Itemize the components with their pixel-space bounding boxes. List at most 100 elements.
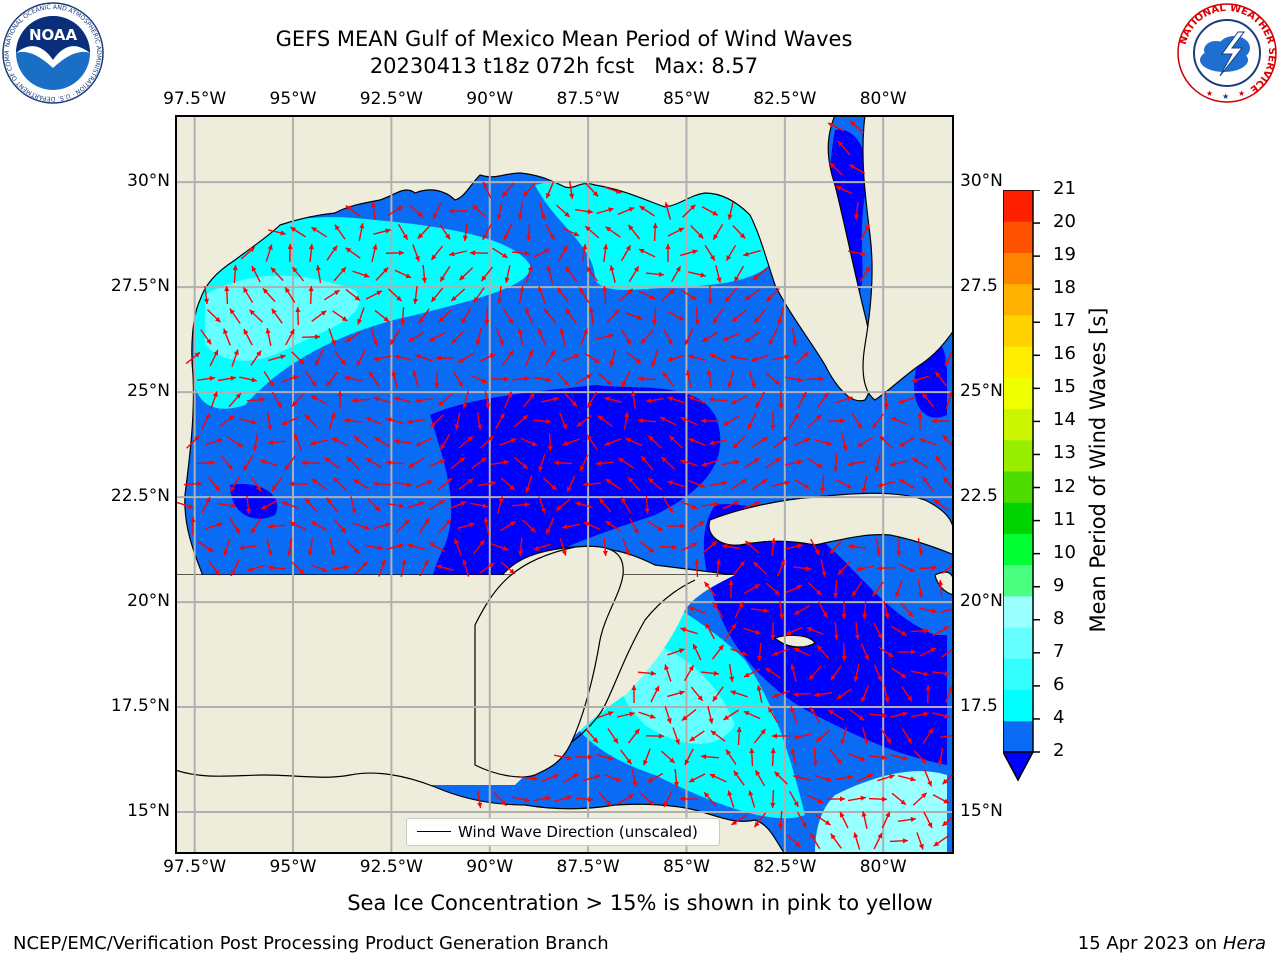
direction-arrow-head	[565, 308, 571, 315]
direction-arrow-head	[649, 294, 656, 299]
direction-arrow-head	[739, 560, 745, 567]
direction-arrow-head	[658, 733, 664, 739]
direction-arrow-head	[549, 234, 555, 240]
direction-arrow-head	[899, 479, 905, 485]
direction-arrow-head	[768, 707, 774, 713]
direction-arrow-head	[648, 478, 654, 484]
direction-arrow-head	[667, 396, 673, 402]
direction-arrow-head	[691, 504, 698, 509]
direction-arrow-head	[932, 418, 937, 424]
direction-arrow-head	[359, 223, 365, 229]
direction-arrow-head	[731, 623, 736, 630]
direction-arrow-head	[194, 435, 200, 441]
direction-arrow-head	[311, 478, 318, 484]
direction-arrow-head	[249, 309, 255, 316]
direction-arrow-head	[624, 412, 630, 418]
direction-arrow-head	[728, 580, 734, 585]
direction-arrow-head	[209, 375, 215, 381]
direction-arrow-head	[935, 455, 941, 462]
direction-arrow-head	[864, 224, 870, 230]
lat-tick-label-right: 22.5	[960, 486, 998, 507]
footer-host: Hera	[1222, 933, 1266, 954]
direction-arrow-head	[261, 504, 267, 510]
direction-arrow-head	[467, 436, 473, 442]
direction-arrow-head	[583, 481, 589, 487]
direction-arrow-head	[885, 811, 890, 818]
footer-date-text: 15 Apr 2023 on	[1077, 933, 1223, 954]
direction-arrow-head	[472, 205, 478, 211]
colorbar-band	[1003, 564, 1033, 597]
direction-arrow-head	[599, 498, 605, 504]
direction-arrow-head	[565, 266, 571, 273]
direction-arrow-head	[587, 209, 593, 215]
lat-tick-label-right: 25°N	[960, 381, 1003, 402]
direction-arrow-head	[209, 460, 215, 466]
direction-arrow-head	[252, 445, 258, 451]
plot-title-line2: 20230413 t18z 072h fcst Max: 8.57	[369, 54, 759, 78]
direction-arrow-head	[440, 276, 446, 282]
direction-arrow-head	[429, 542, 435, 548]
direction-arrow-head	[431, 254, 437, 260]
direction-arrow-head	[583, 522, 590, 527]
direction-arrow-head	[854, 634, 860, 640]
direction-arrow-head	[636, 315, 643, 320]
direction-arrow-head	[402, 234, 408, 240]
lon-tick-label-bottom: 95°W	[269, 857, 317, 877]
direction-arrow-head	[460, 501, 467, 506]
legend-line-swatch	[417, 831, 451, 832]
direction-arrow-head	[680, 459, 686, 465]
direction-arrow-head	[415, 354, 421, 360]
direction-arrow-head	[650, 670, 656, 676]
direction-arrow-head	[652, 319, 658, 325]
direction-arrow-head	[902, 711, 908, 717]
direction-arrow-head	[417, 233, 424, 239]
direction-arrow-head	[797, 543, 803, 549]
direction-arrow-head	[608, 755, 614, 761]
direction-arrow-head	[648, 547, 655, 553]
direction-arrow-head	[817, 645, 823, 651]
direction-arrow-head	[922, 393, 928, 399]
direction-arrow-head	[702, 336, 708, 342]
direction-arrow-head	[308, 286, 314, 292]
direction-arrow-head	[280, 354, 286, 360]
lat-tick-label-left: 17.5°N	[110, 696, 170, 717]
direction-arrow-head	[373, 396, 379, 402]
direction-arrow-head	[404, 519, 410, 526]
direction-arrow-head	[230, 375, 236, 381]
direction-arrow-head	[557, 287, 563, 294]
colorbar-band	[1003, 408, 1033, 441]
direction-arrow-head	[593, 358, 600, 363]
direction-arrow-head	[917, 412, 923, 417]
direction-arrow-head	[833, 466, 839, 472]
direction-arrow-head	[527, 265, 533, 271]
direction-arrow-head	[562, 423, 567, 430]
direction-arrow-head	[554, 460, 560, 466]
direction-arrow-head	[502, 545, 509, 551]
direction-arrow-head	[694, 559, 700, 565]
direction-arrow-head	[928, 728, 933, 735]
direction-arrow-head	[205, 413, 211, 419]
direction-arrow-head	[643, 759, 648, 766]
direction-arrow-head	[587, 796, 593, 802]
direction-arrow-head	[407, 543, 413, 549]
direction-arrow-head	[848, 461, 854, 467]
direction-arrow-head	[214, 485, 220, 491]
direction-arrow-head	[902, 755, 908, 761]
direction-arrow-head	[239, 545, 245, 551]
direction-arrow-head	[525, 307, 530, 314]
direction-arrow-head	[268, 565, 274, 571]
colorbar-tick-label: 15	[1053, 376, 1076, 398]
direction-arrow-head	[705, 623, 711, 629]
direction-arrow-head	[490, 480, 496, 486]
direction-arrow-head	[344, 375, 350, 381]
direction-arrow-head	[727, 790, 733, 796]
direction-arrow-head	[861, 487, 867, 493]
direction-arrow-head	[217, 438, 223, 444]
direction-arrow-head	[684, 339, 690, 346]
direction-arrow-head	[363, 272, 370, 278]
direction-arrow-head	[290, 227, 296, 232]
direction-arrow-head	[656, 526, 663, 531]
direction-arrow-head	[942, 435, 949, 441]
direction-arrow-head	[886, 737, 892, 744]
direction-arrow-head	[849, 164, 855, 170]
